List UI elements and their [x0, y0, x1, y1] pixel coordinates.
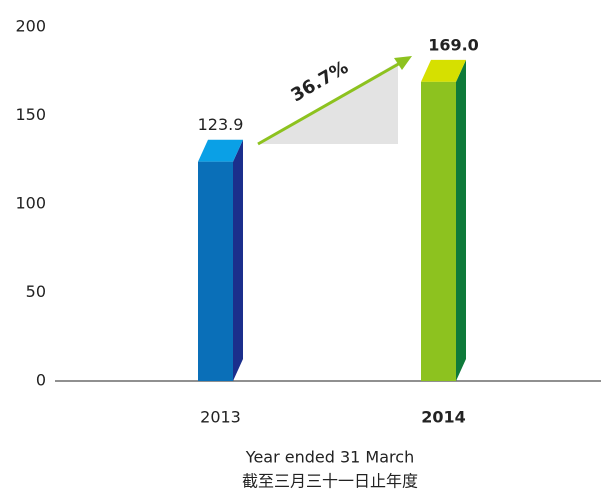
value-label: 169.0 — [428, 35, 479, 54]
x-tick-label: 2014 — [421, 408, 466, 427]
x-axis-label: 截至三月三十一日止年度 — [242, 472, 418, 491]
arrow-head — [394, 56, 412, 70]
y-tick-label: 100 — [15, 194, 46, 213]
y-tick-label: 50 — [26, 282, 46, 301]
bar-top — [421, 59, 466, 82]
y-tick-label: 150 — [15, 105, 46, 124]
bar-top — [198, 139, 243, 162]
y-tick-label: 200 — [15, 17, 46, 36]
bar — [198, 161, 233, 381]
x-axis-label: Year ended 31 March — [245, 448, 414, 467]
bar-side — [233, 139, 243, 381]
growth-arrow — [257, 60, 403, 146]
y-tick-label: 0 — [36, 371, 46, 390]
bar — [421, 81, 456, 382]
x-tick-label: 2013 — [200, 408, 241, 427]
value-label: 123.9 — [198, 115, 244, 134]
bar-side — [456, 59, 466, 382]
